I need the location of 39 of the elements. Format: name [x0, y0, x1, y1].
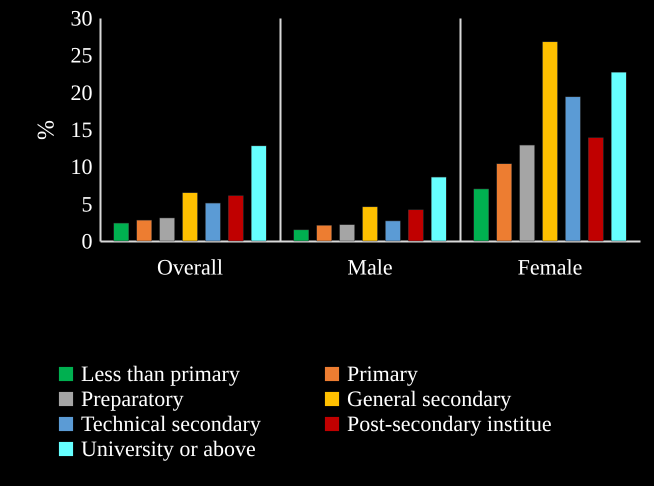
y-tick-label: 10 [70, 154, 92, 180]
y-axis-title: % [34, 120, 60, 140]
bar [316, 225, 332, 242]
y-tick-label: 20 [70, 80, 92, 105]
bar [136, 220, 152, 242]
bar [228, 195, 244, 242]
x-tick-label: Overall [157, 254, 223, 280]
legend-label: Post-secondary institue [347, 411, 552, 436]
bar [565, 96, 581, 242]
bar [519, 144, 535, 242]
bar [182, 192, 198, 242]
bar [205, 202, 221, 242]
legend-label: General secondary [347, 386, 512, 411]
bar [542, 42, 558, 242]
y-tick-label: 30 [70, 6, 92, 30]
legend-label: University or above [81, 436, 256, 461]
legend-label: Technical secondary [81, 411, 261, 436]
bar [362, 206, 378, 242]
bar [473, 188, 489, 242]
bar [611, 72, 627, 242]
legend-label: Preparatory [81, 386, 184, 411]
bar [339, 224, 355, 242]
bar [385, 220, 401, 242]
x-tick-label: Male [347, 254, 393, 280]
bar [431, 176, 447, 242]
bar [588, 137, 604, 242]
bar [496, 163, 512, 242]
bar [113, 222, 129, 242]
bar [159, 218, 175, 242]
y-tick-label: 5 [82, 191, 92, 216]
y-tick-label: 0 [82, 228, 92, 254]
bar [408, 210, 424, 242]
bar [251, 146, 267, 242]
y-tick-label: 25 [70, 42, 92, 68]
y-tick-label: 15 [70, 117, 92, 142]
bar [293, 230, 309, 242]
x-tick-label: Female [518, 254, 582, 280]
legend-label: Primary [347, 361, 418, 386]
legend-label: Less than primary [81, 361, 240, 386]
